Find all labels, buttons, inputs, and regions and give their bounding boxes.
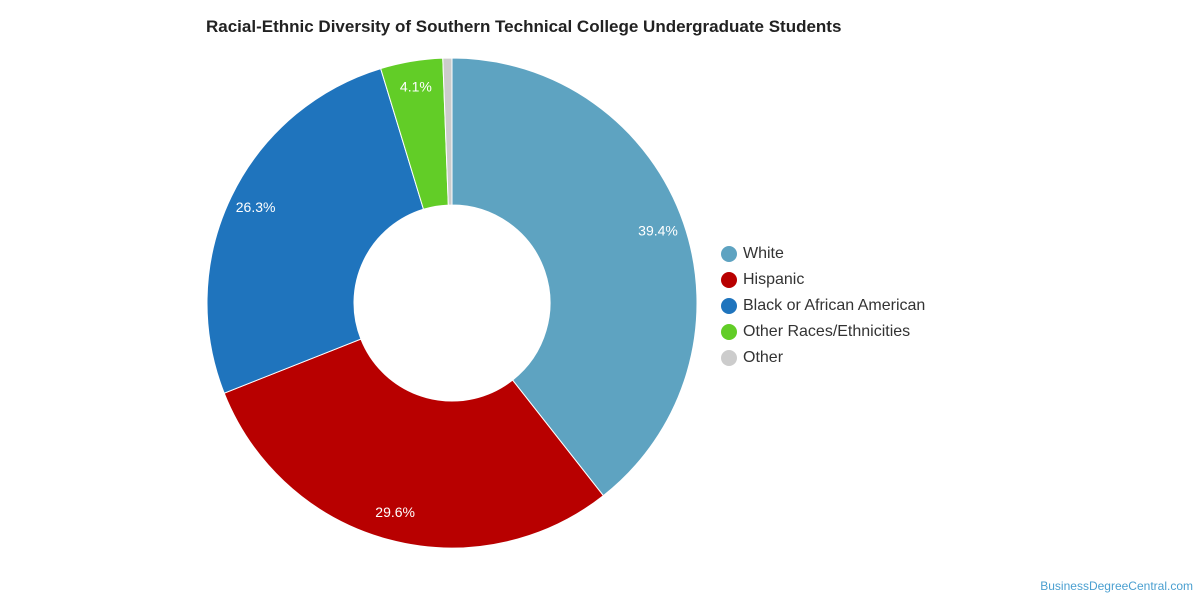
legend-item-hispanic[interactable]: Hispanic [721, 267, 925, 293]
slice-black-or-african-american[interactable] [207, 69, 423, 394]
source-watermark[interactable]: BusinessDegreeCentral.com [1040, 579, 1193, 593]
legend-swatch-hispanic [721, 272, 737, 288]
legend-item-other-races-ethnicities[interactable]: Other Races/Ethnicities [721, 319, 925, 345]
legend-label-hispanic: Hispanic [743, 271, 804, 289]
legend-swatch-white [721, 246, 737, 262]
legend-item-other[interactable]: Other [721, 345, 925, 371]
legend-swatch-other [721, 350, 737, 366]
legend-label-white: White [743, 245, 784, 263]
legend-swatch-black-or-african-american [721, 298, 737, 314]
legend-item-white[interactable]: White [721, 241, 925, 267]
legend-item-black-or-african-american[interactable]: Black or African American [721, 293, 925, 319]
legend-label-other: Other [743, 349, 783, 367]
data-label-white: 39.4% [638, 222, 678, 238]
data-label-other-races-ethnicities: 4.1% [400, 79, 432, 95]
chart-legend: White Hispanic Black or African American… [721, 241, 925, 371]
legend-swatch-other-races-ethnicities [721, 324, 737, 340]
legend-label-black-or-african-american: Black or African American [743, 297, 925, 315]
data-label-black-or-african-american: 26.3% [236, 199, 276, 215]
data-label-hispanic: 29.6% [375, 504, 415, 520]
legend-label-other-races-ethnicities: Other Races/Ethnicities [743, 323, 910, 341]
